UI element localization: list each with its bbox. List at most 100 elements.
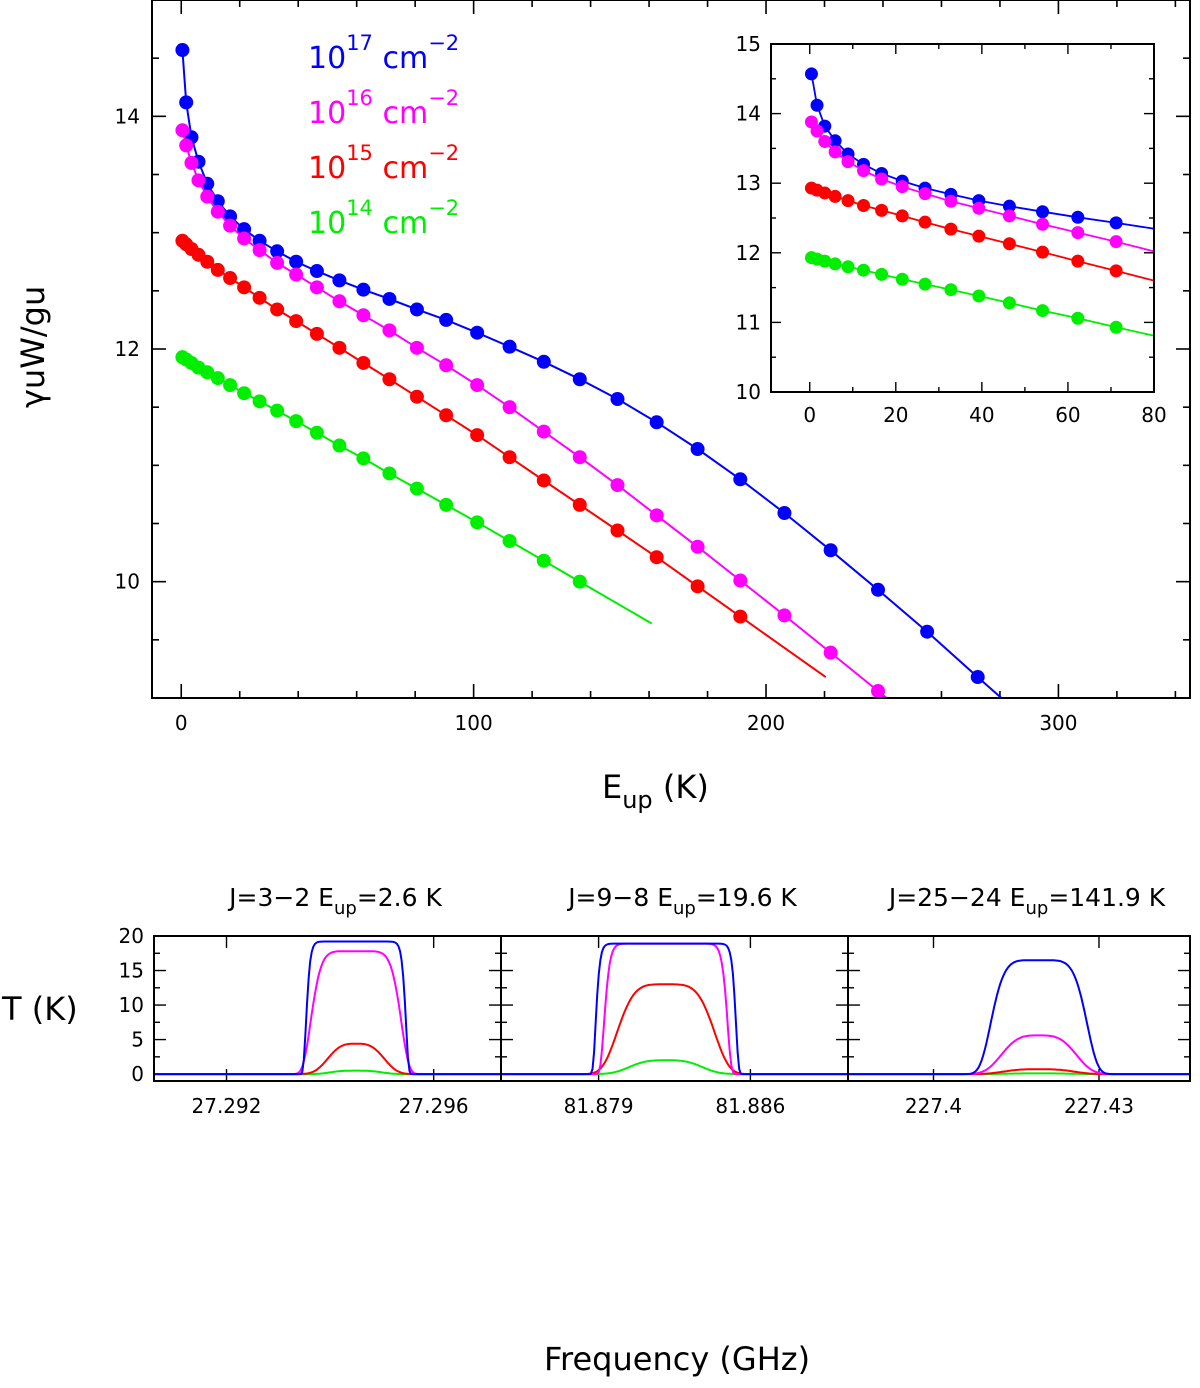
data-point-n16 <box>200 189 215 204</box>
data-point-n14 <box>200 365 215 380</box>
data-point-n16 <box>536 424 551 439</box>
inset-data-point-n17 <box>810 98 824 112</box>
x-tick-label: 200 <box>747 711 785 735</box>
legend-unit: cm <box>373 206 428 241</box>
inset-data-point-n14 <box>857 263 871 277</box>
inset-data-point-n14 <box>972 289 986 303</box>
inset-data-point-n15 <box>1036 245 1050 259</box>
data-point-n16 <box>289 267 304 282</box>
data-point-n17 <box>270 244 285 259</box>
inset-data-point-n16 <box>944 194 958 208</box>
spectrum-y-tick-label: 5 <box>131 1028 144 1052</box>
x-tick-label: 100 <box>455 711 493 735</box>
spectrum-title-transition: J=25−24 <box>887 883 1010 912</box>
data-point-n17 <box>920 624 935 639</box>
inset-data-point-n16 <box>972 201 986 215</box>
y-tick-label: 14 <box>115 104 140 128</box>
inset-data-point-n16 <box>857 164 871 178</box>
data-point-n16 <box>191 173 206 188</box>
inset-data-point-n14 <box>818 254 832 268</box>
data-point-n14 <box>439 497 454 512</box>
data-point-n17 <box>871 582 886 597</box>
inset-data-point-n16 <box>818 134 832 148</box>
inset-data-point-n16 <box>841 155 855 169</box>
spectrum-y-axis-label: T (K) <box>1 990 78 1028</box>
spectrum-line-n16 <box>154 950 501 1076</box>
inset-data-point-n14 <box>895 272 909 286</box>
spectrum-title-value: =2.6 K <box>357 883 443 912</box>
inset-data-point-n17 <box>1036 205 1050 219</box>
spectrum-frame <box>847 935 1191 1082</box>
spectrum-lines <box>848 959 1190 1076</box>
spectrum-title-e: E <box>657 883 673 912</box>
legend-entry-n16: 1016 cm−2 <box>308 86 459 131</box>
data-point-n15 <box>200 254 215 269</box>
data-point-n14 <box>502 533 517 548</box>
spectrum-panel-2: 81.879 81.886 J=9−8 Eup=19.6 K <box>500 883 849 1118</box>
inset-x-tick-label: 0 <box>803 403 816 427</box>
inset-y-tick-label: 15 <box>736 32 761 56</box>
inset-data-point-n17 <box>1071 210 1085 224</box>
data-point-n15 <box>439 408 454 423</box>
data-point-n16 <box>175 123 190 138</box>
y-tick-label: 10 <box>115 570 140 594</box>
data-point-n14 <box>572 574 587 589</box>
data-point-n17 <box>332 273 347 288</box>
inset-y-tick-label: 11 <box>736 310 761 334</box>
data-point-n16 <box>332 294 347 309</box>
legend-base: 10 <box>308 151 346 186</box>
data-point-n14 <box>252 394 267 409</box>
spectrum-y-tick-label: 15 <box>119 959 144 983</box>
inset-data-point-n15 <box>895 209 909 223</box>
inset-y-tick-label: 13 <box>736 171 761 195</box>
data-point-n14 <box>270 403 285 418</box>
data-point-n17 <box>572 372 587 387</box>
data-point-n14 <box>536 553 551 568</box>
inset-data-point-n16 <box>1002 209 1016 223</box>
spectrum-x-tick-label: 227.43 <box>1064 1094 1134 1118</box>
inset-x-tick-label: 80 <box>1141 403 1166 427</box>
data-point-n15 <box>572 497 587 512</box>
spectrum-line-n17 <box>848 959 1190 1076</box>
data-point-n15 <box>332 340 347 355</box>
spectrum-title-value: =141.9 K <box>1048 883 1165 912</box>
data-point-n15 <box>649 550 664 565</box>
main-frame <box>151 0 1191 699</box>
inset-data-point-n17 <box>1109 216 1123 230</box>
data-point-n16 <box>690 539 705 554</box>
data-point-n15 <box>536 473 551 488</box>
spectrum-line-n17 <box>154 940 501 1076</box>
spectrum-panel-3: 227.4 227.43 J=25−24 Eup=141.9 K <box>847 883 1191 1118</box>
spectrum-line-n14 <box>501 1059 848 1076</box>
spectrum-title-transition: J=3−2 <box>227 883 318 912</box>
inset-y-tick-label: 10 <box>736 380 761 404</box>
data-point-n16 <box>184 155 199 170</box>
legend-unit: cm <box>373 41 428 76</box>
inset-data-point-n17 <box>804 67 818 81</box>
inset-data-point-n14 <box>1002 296 1016 310</box>
spectrum-x-tick-label: 81.879 <box>564 1094 634 1118</box>
data-point-n15 <box>502 450 517 465</box>
inset-data-point-n15 <box>1002 237 1016 251</box>
legend-entry-n14: 1014 cm−2 <box>308 196 459 241</box>
inset-data-point-n15 <box>841 194 855 208</box>
inset-series-group <box>804 67 1154 337</box>
inset-data-point-n15 <box>944 222 958 236</box>
inset-data-point-n16 <box>828 145 842 159</box>
legend-exponent: 15 <box>346 141 373 165</box>
spectrum-title-transition: J=9−8 <box>566 883 657 912</box>
inset-data-point-n14 <box>1036 304 1050 318</box>
spectrum-title-sub: up <box>1025 898 1048 919</box>
spectrum-title: J=9−8 Eup=19.6 K <box>566 883 797 919</box>
data-point-n17 <box>777 506 792 521</box>
data-point-n16 <box>270 255 285 270</box>
data-point-n15 <box>289 314 304 329</box>
spectrum-title-value: =19.6 K <box>696 883 798 912</box>
data-point-n15 <box>409 389 424 404</box>
data-point-n14 <box>223 378 238 393</box>
data-point-n16 <box>572 450 587 465</box>
spectrum-y-tick-label: 0 <box>131 1062 144 1086</box>
data-point-n15 <box>309 326 324 341</box>
data-point-n15 <box>382 372 397 387</box>
data-point-n17 <box>733 472 748 487</box>
